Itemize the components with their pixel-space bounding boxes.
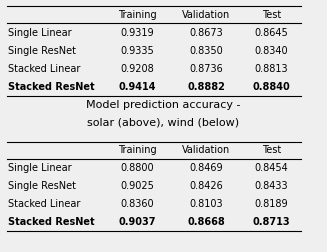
- Text: Stacked Linear: Stacked Linear: [8, 64, 80, 74]
- Text: solar (above), wind (below): solar (above), wind (below): [87, 118, 240, 128]
- Text: Stacked ResNet: Stacked ResNet: [8, 217, 95, 227]
- Text: 0.8673: 0.8673: [189, 27, 223, 38]
- Text: Stacked ResNet: Stacked ResNet: [8, 82, 95, 92]
- Text: Stacked Linear: Stacked Linear: [8, 199, 80, 209]
- Text: 0.8668: 0.8668: [187, 217, 225, 227]
- Text: 0.8454: 0.8454: [254, 163, 288, 173]
- Text: 0.9319: 0.9319: [121, 27, 154, 38]
- Text: Model prediction accuracy -: Model prediction accuracy -: [86, 100, 241, 110]
- Text: 0.8103: 0.8103: [189, 199, 223, 209]
- Text: 0.8713: 0.8713: [252, 217, 290, 227]
- Text: Validation: Validation: [182, 10, 230, 20]
- Text: Test: Test: [262, 145, 281, 155]
- Text: 0.8882: 0.8882: [187, 82, 225, 92]
- Text: 0.8840: 0.8840: [252, 82, 290, 92]
- Text: Single Linear: Single Linear: [8, 163, 72, 173]
- Text: Training: Training: [118, 145, 157, 155]
- Text: 0.8736: 0.8736: [189, 64, 223, 74]
- Text: Training: Training: [118, 10, 157, 20]
- Text: 0.8360: 0.8360: [121, 199, 154, 209]
- Text: 0.8340: 0.8340: [255, 46, 288, 56]
- Text: 0.8189: 0.8189: [255, 199, 288, 209]
- Text: 0.8800: 0.8800: [121, 163, 154, 173]
- Text: Single ResNet: Single ResNet: [8, 46, 76, 56]
- Text: 0.8426: 0.8426: [189, 181, 223, 191]
- Text: 0.9037: 0.9037: [119, 217, 156, 227]
- Text: 0.8469: 0.8469: [189, 163, 223, 173]
- Text: Single Linear: Single Linear: [8, 27, 72, 38]
- Text: 0.9208: 0.9208: [120, 64, 154, 74]
- Text: 0.8645: 0.8645: [254, 27, 288, 38]
- Text: 0.9414: 0.9414: [119, 82, 156, 92]
- Text: Validation: Validation: [182, 145, 230, 155]
- Text: 0.8350: 0.8350: [189, 46, 223, 56]
- Text: 0.8433: 0.8433: [255, 181, 288, 191]
- Text: 0.9025: 0.9025: [120, 181, 154, 191]
- Text: 0.8813: 0.8813: [255, 64, 288, 74]
- Text: Single ResNet: Single ResNet: [8, 181, 76, 191]
- Text: 0.9335: 0.9335: [120, 46, 154, 56]
- Text: Test: Test: [262, 10, 281, 20]
